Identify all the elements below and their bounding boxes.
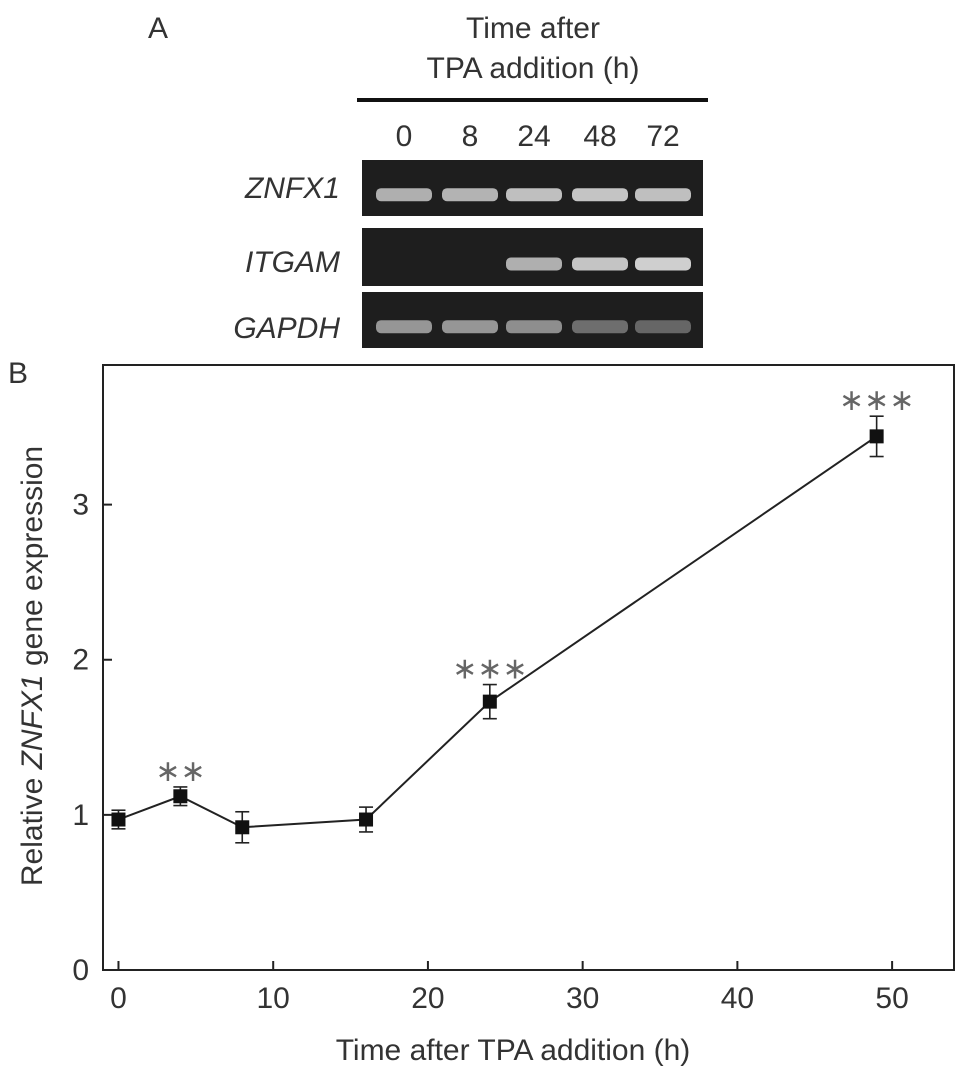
gel-band <box>506 320 562 334</box>
gel-band <box>635 320 691 334</box>
significance-annotation: ∗∗∗ <box>839 384 914 417</box>
data-point <box>173 789 188 804</box>
gel-band <box>376 320 432 334</box>
significance-annotation: ∗∗ <box>155 755 205 788</box>
series-line <box>118 435 878 829</box>
gel-image-itgam <box>362 228 703 286</box>
y-axis-label-suffix: gene expression <box>16 446 49 675</box>
gel-band <box>506 188 562 202</box>
x-tick-label: 20 <box>411 982 444 1015</box>
gel-row-label-gapdh: GAPDH <box>233 312 340 345</box>
lane-label: 24 <box>517 120 550 153</box>
gel-images <box>362 160 703 348</box>
gel-band <box>572 320 628 334</box>
y-tick-label: 1 <box>72 799 89 832</box>
gel-band <box>635 188 691 202</box>
gel-image-znfx1 <box>362 160 703 216</box>
lane-label: 48 <box>583 120 616 153</box>
plot-frame <box>102 364 955 971</box>
gel-band <box>442 320 498 334</box>
gel-band <box>635 257 691 271</box>
y-axis-label: Relative ZNFX1 gene expression <box>16 446 49 886</box>
x-axis: 0 10 20 30 40 50 <box>110 961 909 1015</box>
panel-b-label: B <box>8 357 28 390</box>
y-tick-label: 2 <box>72 644 89 677</box>
x-tick-label: 0 <box>110 982 127 1015</box>
lane-label: 0 <box>396 120 413 153</box>
y-tick-label: 0 <box>72 954 89 987</box>
x-tick-label: 30 <box>566 982 599 1015</box>
gel-row-label-itgam: ITGAM <box>245 246 340 279</box>
gel-header-line2: TPA addition (h) <box>427 52 640 85</box>
gel-band <box>572 188 628 202</box>
lane-label: 8 <box>462 120 479 153</box>
panel-a-label: A <box>148 12 168 45</box>
data-point <box>482 694 497 709</box>
y-tick-label: 3 <box>72 489 89 522</box>
panel-a: A Time after TPA addition (h) 0 8 24 48 … <box>148 12 708 348</box>
y-axis-label-gene: ZNFX1 <box>16 674 49 770</box>
significance-annotation: ∗∗∗ <box>452 653 527 686</box>
y-axis-label-prefix: Relative <box>16 769 49 886</box>
x-tick-label: 40 <box>721 982 754 1015</box>
gel-band <box>376 188 432 202</box>
x-tick-label: 50 <box>875 982 908 1015</box>
gel-band <box>442 188 498 202</box>
lane-labels: 0 8 24 48 72 <box>396 120 680 153</box>
gel-band <box>506 257 562 271</box>
plot-series: ∗∗∗∗∗∗∗∗ <box>111 384 914 844</box>
lane-label: 72 <box>646 120 679 153</box>
gel-row-label-znfx1: ZNFX1 <box>244 172 340 205</box>
x-tick-label: 10 <box>257 982 290 1015</box>
x-axis-label: Time after TPA addition (h) <box>336 1034 691 1067</box>
gel-header-line1: Time after <box>466 12 600 45</box>
data-point <box>359 812 374 827</box>
gel-band <box>572 257 628 271</box>
panel-b: B 0 10 20 30 40 50 0 1 2 3 Time after TPA additi… <box>8 357 955 1067</box>
data-point <box>235 820 250 835</box>
data-point <box>111 812 126 827</box>
data-point <box>869 429 884 444</box>
y-axis: 0 1 2 3 <box>72 489 112 987</box>
gel-image-gapdh <box>362 292 703 348</box>
